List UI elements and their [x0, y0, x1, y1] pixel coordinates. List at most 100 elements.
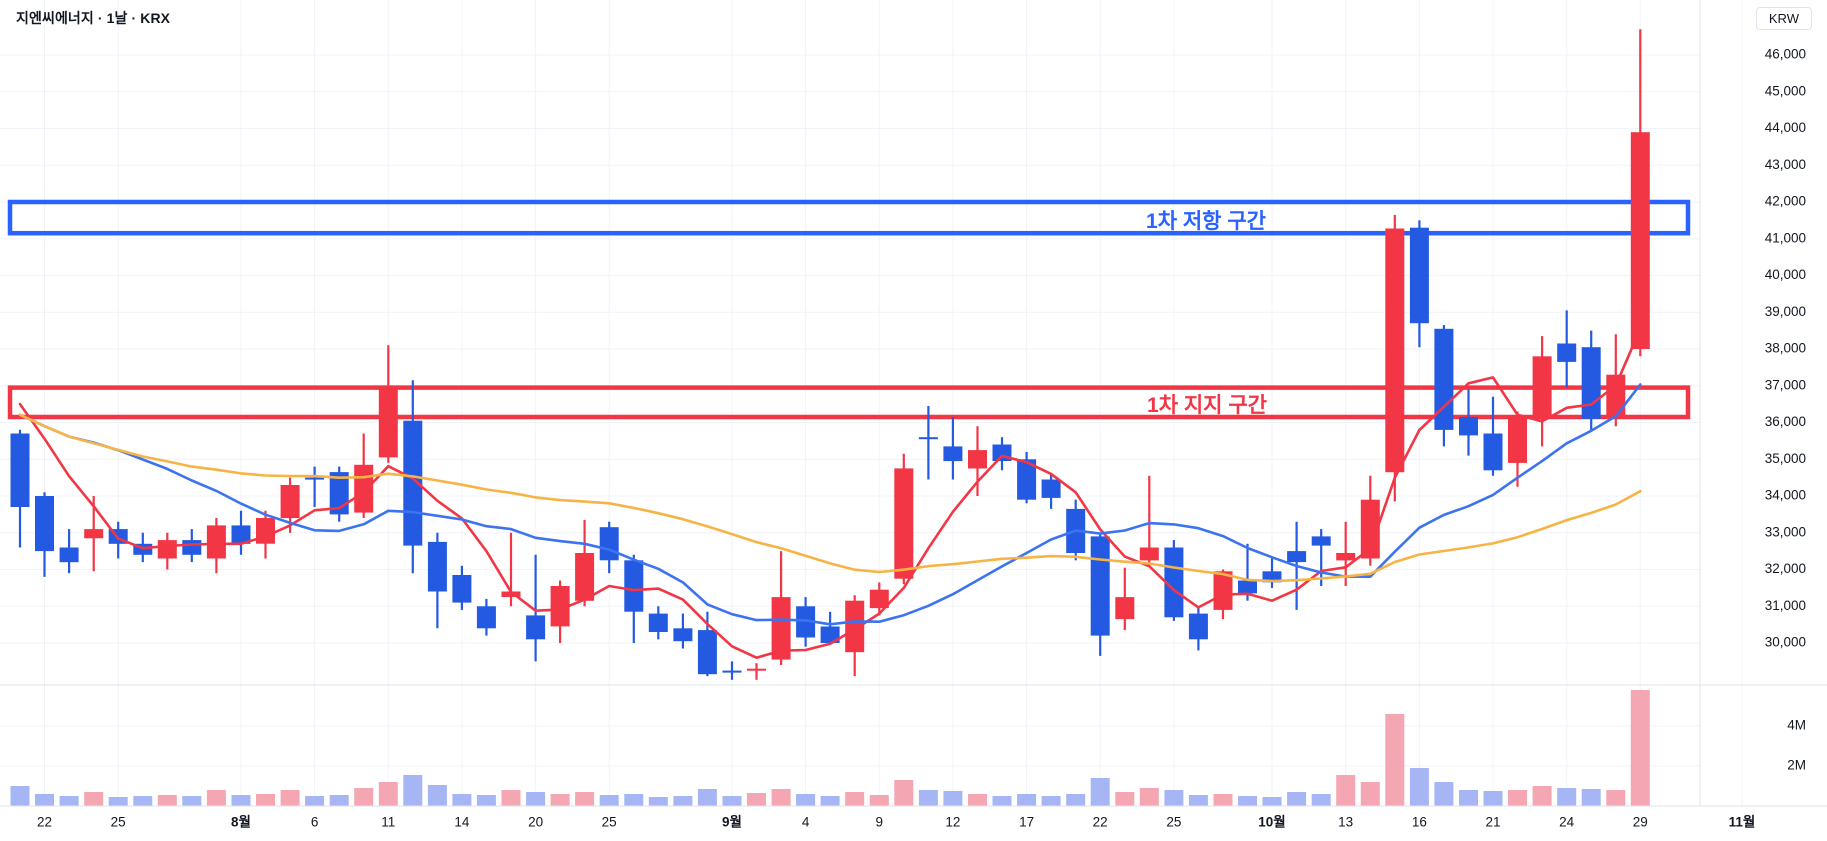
candle-body [1630, 132, 1650, 349]
volume-bar [1508, 790, 1527, 806]
volume-bar [1434, 782, 1454, 806]
volume-bar [1311, 794, 1331, 806]
candle-body [1606, 374, 1626, 417]
resistance-zone-box[interactable] [7, 199, 1691, 236]
price-axis[interactable]: 46,000 45,000 44,000 43,000 42,000 41,000 40,0… [1765, 47, 1806, 773]
price-tick-label: 35,000 [1765, 451, 1806, 466]
price-tick-label: 37,000 [1765, 377, 1806, 392]
candle-body [894, 468, 914, 579]
candle-body [206, 525, 226, 559]
candle-body [1017, 459, 1037, 500]
time-tick-label: 9월 [722, 814, 742, 830]
volume-bar [526, 792, 546, 806]
time-axis[interactable]: 22 25 8월 6 11 14 20 25 9월 4 9 12 17 22 25 10월 13 16 21 24 29… [37, 814, 1755, 830]
volume-bar [747, 793, 766, 806]
volume-bar [84, 792, 104, 806]
volume-bar [157, 795, 177, 806]
candle-body [378, 387, 398, 458]
time-tick-label: 9 [876, 815, 884, 830]
volume-bar [10, 786, 30, 806]
candle-body [59, 547, 79, 563]
candle-body [550, 586, 570, 627]
candle-body [1115, 597, 1135, 620]
volume-bar [869, 795, 889, 806]
ma-mid-line [18, 383, 1642, 626]
price-tick-label: 33,000 [1765, 524, 1806, 539]
time-tick-label: 11 [381, 815, 395, 830]
candle-body [1041, 479, 1061, 498]
volume-bar [1262, 797, 1282, 806]
candle-body [157, 540, 177, 559]
volume-bar [1066, 794, 1086, 806]
candle-body [796, 606, 816, 638]
volume-bar [1630, 690, 1650, 806]
time-tick-label: 17 [1019, 815, 1034, 830]
candle-body [1287, 551, 1307, 563]
ma-fast-line [18, 327, 1642, 659]
candle-body [697, 630, 717, 675]
volume-bar [452, 794, 472, 806]
volume-bar [1581, 789, 1601, 806]
candle-body [747, 668, 766, 671]
support-zone-label[interactable]: 1차 지지 구간 [1147, 394, 1267, 417]
price-tick-label: 32,000 [1765, 561, 1806, 576]
candle-body [1581, 347, 1601, 419]
time-tick-label: 20 [528, 815, 543, 830]
candle-body [501, 591, 521, 597]
candle-body [526, 615, 546, 640]
volume-bar [918, 790, 938, 806]
price-tick-label: 42,000 [1765, 194, 1806, 209]
symbol-title[interactable]: 지엔씨에너지 · 1날 · KRX [16, 10, 171, 26]
support-zone-box[interactable] [7, 385, 1691, 420]
candle-body [1262, 571, 1282, 583]
volume-bar [280, 790, 300, 806]
volume-bar [943, 791, 963, 806]
volume-bar [1188, 795, 1208, 806]
volume-bar [1483, 791, 1503, 806]
resistance-zone-label[interactable]: 1차 저항 구간 [1146, 210, 1266, 233]
volume-tick-label: 4M [1787, 718, 1806, 733]
time-tick-label: 12 [945, 815, 960, 830]
candle-body [1508, 415, 1527, 463]
time-tick-label: 25 [1166, 815, 1181, 830]
candle-body [1164, 547, 1184, 618]
candle-body [427, 541, 447, 592]
volume-bar [378, 782, 398, 806]
volume-bar [427, 785, 447, 806]
candle-body [1434, 328, 1454, 430]
time-tick-label: 6 [311, 815, 319, 830]
volume-bar [697, 789, 717, 806]
volume-bar [624, 794, 644, 806]
candlestick-series [10, 29, 1650, 680]
price-tick-label: 45,000 [1765, 83, 1806, 98]
time-tick-label: 11월 [1729, 814, 1756, 830]
volume-bar [35, 794, 54, 806]
volume-bar [1360, 782, 1380, 806]
candle-body [182, 540, 202, 555]
candle-body [476, 606, 496, 629]
price-tick-label: 31,000 [1765, 598, 1806, 613]
time-tick-label: 21 [1485, 815, 1500, 830]
currency-button[interactable]: KRW [1755, 7, 1812, 30]
candle-body [1090, 536, 1110, 636]
volume-bar [256, 794, 275, 806]
volume-bar [501, 790, 521, 806]
time-tick-label: 25 [111, 815, 126, 830]
volume-bar [1238, 796, 1257, 806]
volume-bar [771, 789, 791, 806]
volume-bar [305, 796, 325, 806]
candle-body [1360, 499, 1380, 559]
candle-body [1532, 356, 1552, 419]
volume-bar [550, 794, 570, 806]
volume-bar [599, 795, 619, 806]
price-tick-label: 44,000 [1765, 120, 1806, 135]
volume-bar [329, 795, 349, 806]
candle-body [1336, 553, 1356, 561]
time-tick-label: 29 [1633, 815, 1648, 830]
candle-body [231, 525, 251, 544]
candle-body [575, 553, 595, 601]
volume-bar [673, 796, 693, 806]
time-tick-label: 22 [37, 815, 52, 830]
